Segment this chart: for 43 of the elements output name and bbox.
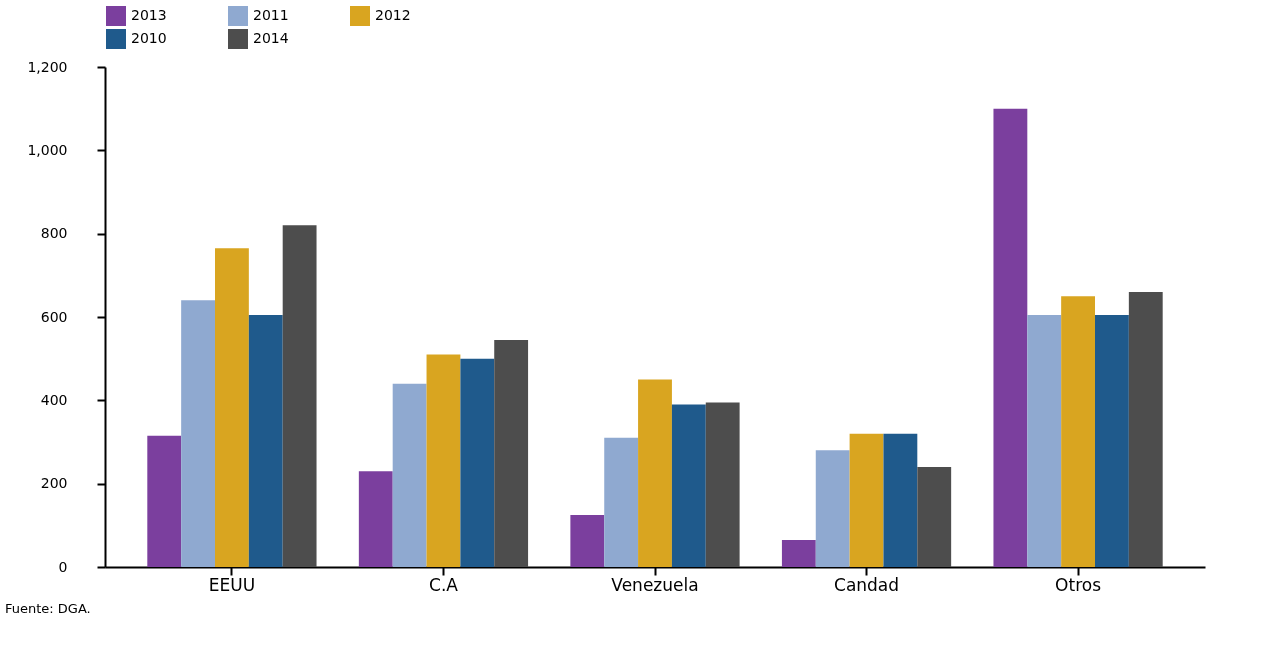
bar <box>358 471 393 567</box>
x-tick-label: Candad <box>834 574 900 595</box>
bar <box>993 108 1028 567</box>
bar <box>1027 314 1062 567</box>
bar <box>282 225 317 567</box>
bar <box>426 354 461 567</box>
bar <box>1128 292 1163 567</box>
bar <box>781 539 816 567</box>
bar <box>671 404 706 567</box>
y-tick-label: 200 <box>40 475 68 492</box>
bar <box>392 383 427 567</box>
bar <box>494 339 529 567</box>
bar <box>849 433 884 567</box>
bar <box>181 300 215 567</box>
legend-label: 2013 <box>131 7 167 23</box>
legend-label: 2010 <box>131 30 167 46</box>
bar <box>147 435 182 567</box>
legend-label: 2014 <box>253 30 289 46</box>
y-tick-label: 0 <box>58 558 68 575</box>
bar <box>1061 296 1095 567</box>
bar <box>1095 314 1129 567</box>
y-tick-label: 800 <box>40 225 68 242</box>
bar <box>460 358 495 567</box>
x-tick-label: EEUU <box>208 574 256 595</box>
source-note: Fuente: DGA. <box>5 601 91 616</box>
bar <box>604 437 639 567</box>
legend-label: 2012 <box>375 7 411 23</box>
bar <box>248 314 283 567</box>
bar <box>883 433 918 567</box>
bar <box>917 467 952 567</box>
x-tick-label: C.A <box>429 574 459 595</box>
bar <box>215 248 249 567</box>
legend-label: 2011 <box>253 7 289 23</box>
y-tick-label: 400 <box>40 391 68 408</box>
y-tick-label: 600 <box>40 308 68 325</box>
bar <box>815 450 850 567</box>
bar <box>705 402 740 567</box>
y-tick-label: 1,200 <box>27 58 68 75</box>
y-tick-label: 1,000 <box>27 141 68 158</box>
x-tick-label: Venezuela <box>611 574 699 595</box>
bar <box>570 514 605 567</box>
x-tick-label: Otros <box>1055 574 1102 595</box>
bar <box>638 379 672 567</box>
